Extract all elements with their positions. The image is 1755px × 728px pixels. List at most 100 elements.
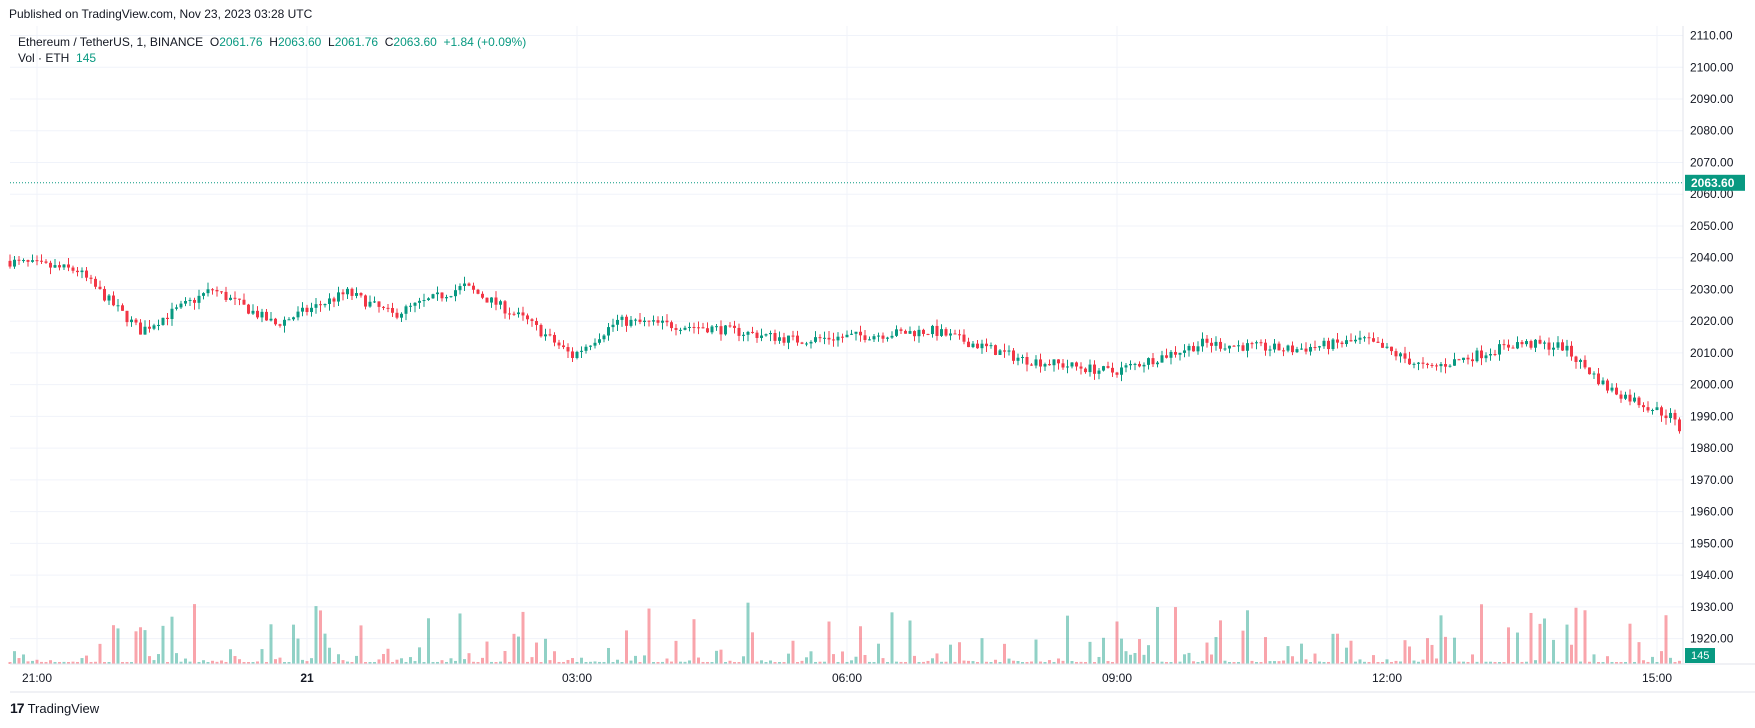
candle-body (193, 299, 196, 303)
volume-bar (1430, 644, 1434, 664)
candle-body (1309, 347, 1312, 352)
candle-body (1088, 364, 1092, 373)
volume-bar (413, 661, 417, 664)
volume-bar (931, 658, 934, 664)
time-tick-label: 06:00 (832, 671, 862, 685)
candle-body (355, 293, 358, 296)
volume-bar (1025, 661, 1029, 664)
candle-body (1525, 341, 1528, 345)
volume-bar (1633, 661, 1636, 664)
volume-bar (706, 661, 709, 664)
volume-bar (1552, 639, 1555, 664)
volume-bar (215, 661, 219, 664)
volume-bar (557, 661, 561, 664)
volume-bar (292, 624, 295, 664)
volume-bar (1493, 661, 1497, 664)
volume-bar (1322, 661, 1326, 664)
volume-bar (1295, 661, 1299, 664)
volume-bar (1291, 656, 1294, 664)
candle-body (445, 297, 448, 299)
candle-body (278, 324, 282, 326)
candle-body (1606, 380, 1609, 391)
candle-body (989, 345, 993, 347)
candle-body (701, 327, 705, 329)
volume-bar (1597, 661, 1600, 664)
candle-body (1138, 363, 1141, 367)
candle-body (373, 301, 376, 303)
candle-body (1025, 356, 1029, 365)
legend-close-value: 2063.60 (393, 35, 437, 49)
candle-body (1493, 354, 1497, 356)
volume-bar (661, 661, 664, 664)
volume-bar (1534, 660, 1537, 664)
candle-body (422, 300, 426, 302)
candle-body (1295, 349, 1299, 353)
volume-bar (607, 647, 610, 664)
volume-bar (35, 659, 39, 664)
candle-body (67, 264, 70, 268)
volume-bar (301, 659, 304, 664)
volume-bar (1507, 627, 1510, 664)
volume-bar (148, 656, 151, 664)
candle-body (881, 335, 885, 339)
volume-bar (454, 660, 457, 664)
volume-bar (1385, 659, 1389, 664)
volume-bar (1669, 657, 1672, 664)
volume-bar (1048, 660, 1051, 664)
candle-body (1156, 362, 1159, 365)
candle-body (832, 339, 835, 341)
candle-body (1439, 364, 1443, 367)
time-axis: 21:00 21 03:00 06:00 09:00 12:00 15:00 (22, 671, 1672, 685)
candle-body (1660, 407, 1663, 416)
candle-body (1210, 342, 1213, 346)
candle-body (364, 295, 367, 307)
volume-bar (652, 661, 655, 664)
volume-bar (517, 636, 520, 664)
candle-body (134, 319, 138, 323)
volume-bar (575, 661, 579, 664)
volume-bar (1196, 662, 1200, 664)
candle-body (877, 335, 880, 337)
candle-body (1628, 394, 1632, 402)
candle-body (1030, 364, 1033, 366)
candle-body (58, 265, 61, 268)
candle-body (571, 351, 574, 358)
volume-bar (233, 656, 237, 664)
candle-body (8, 260, 12, 267)
volume-bar (323, 633, 327, 664)
candle-body (170, 308, 174, 319)
volume-bar (1394, 660, 1398, 664)
volume-bar (1187, 652, 1191, 664)
candle-body (688, 326, 691, 328)
candle-body (773, 332, 777, 341)
volume-bar (1286, 646, 1290, 664)
candle-body (1516, 342, 1519, 349)
candle-body (22, 260, 25, 262)
candle-body (1408, 358, 1411, 365)
volume-bar (404, 662, 408, 664)
candle-body (1471, 359, 1474, 362)
candle-body (1300, 348, 1303, 350)
volume-bar (751, 632, 754, 664)
volume-bar (359, 625, 363, 664)
volume-bar (976, 662, 979, 664)
candle-body (904, 330, 907, 334)
candle-body (1057, 359, 1060, 364)
volume-bar (1259, 662, 1263, 664)
candle-body (733, 325, 736, 328)
candle-body (130, 319, 133, 323)
candle-body (400, 313, 403, 318)
candle-body (139, 322, 142, 335)
tradingview-footer[interactable]: 17 TradingView (10, 700, 99, 716)
volume-bar (1345, 647, 1348, 664)
legend-volume-label: Vol · ETH (18, 51, 70, 65)
candle-body (1021, 356, 1024, 358)
volume-bar (638, 662, 642, 664)
volume-bar (1538, 623, 1542, 664)
candle-body (386, 307, 390, 309)
candle-body (188, 299, 192, 301)
volume-bar (400, 658, 403, 664)
candle-body (206, 289, 210, 294)
volume-bar (832, 654, 835, 664)
